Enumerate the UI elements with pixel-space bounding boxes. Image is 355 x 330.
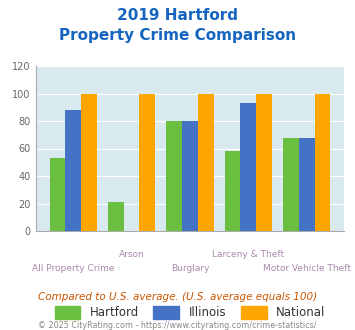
Bar xyxy=(283,138,299,231)
Text: Compared to U.S. average. (U.S. average equals 100): Compared to U.S. average. (U.S. average … xyxy=(38,292,317,302)
Bar xyxy=(81,93,97,231)
Bar xyxy=(166,121,182,231)
Bar xyxy=(65,110,81,231)
Bar xyxy=(256,93,272,231)
Bar xyxy=(315,93,330,231)
Text: Burglary: Burglary xyxy=(171,264,209,273)
Legend: Hartford, Illinois, National: Hartford, Illinois, National xyxy=(49,300,331,325)
Text: Arson: Arson xyxy=(119,250,144,259)
Bar xyxy=(299,138,315,231)
Text: Motor Vehicle Theft: Motor Vehicle Theft xyxy=(263,264,351,273)
Text: Larceny & Theft: Larceny & Theft xyxy=(212,250,284,259)
Text: All Property Crime: All Property Crime xyxy=(32,264,114,273)
Text: Property Crime Comparison: Property Crime Comparison xyxy=(59,28,296,43)
Bar xyxy=(198,93,214,231)
Bar xyxy=(240,103,256,231)
Bar xyxy=(182,121,198,231)
Bar xyxy=(50,158,65,231)
Bar xyxy=(225,151,240,231)
Text: 2019 Hartford: 2019 Hartford xyxy=(117,8,238,23)
Bar xyxy=(108,202,124,231)
Bar xyxy=(140,93,155,231)
Text: © 2025 CityRating.com - https://www.cityrating.com/crime-statistics/: © 2025 CityRating.com - https://www.city… xyxy=(38,321,317,330)
